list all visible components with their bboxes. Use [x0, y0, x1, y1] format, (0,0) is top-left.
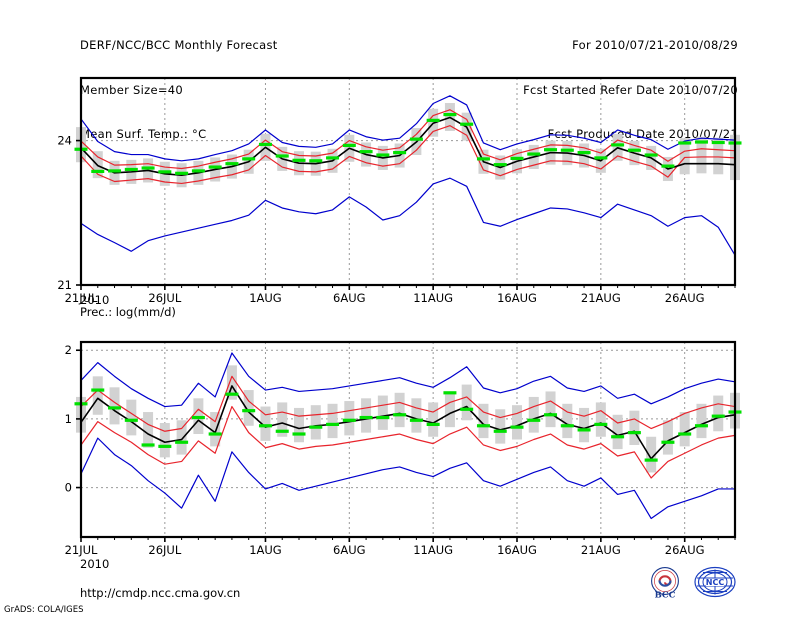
spread-bar [662, 420, 673, 455]
x-tick-label: 11AUG [413, 291, 453, 305]
spread-bar [176, 420, 187, 455]
spread-bar [327, 403, 338, 439]
spread-bar [243, 390, 254, 426]
y-tick-label: 0 [65, 481, 72, 495]
x-tick-label: 6AUG [333, 291, 366, 305]
precipitation-chart-panel: 0 1 2 21JUL 26JUL 1AUG 6AUG 11AUG 16AUG 21AUG 26AU… [0, 318, 800, 563]
spread-bar [528, 396, 539, 433]
header-left-block: DERF/NCC/BCC Monthly Forecast Member Siz… [80, 9, 278, 157]
spread-bar [595, 402, 606, 437]
x-tick-label: 26JUL [148, 543, 181, 557]
y-tick-label: 21 [57, 278, 72, 292]
x-tick-label: 16AUG [497, 543, 537, 557]
spread-bar [109, 387, 120, 425]
temp-panel-title: Mean Surf. Temp.: °C [80, 127, 207, 141]
spread-bar [646, 436, 657, 473]
series-mean [80, 385, 736, 460]
x-tick-label: 1AUG [249, 291, 282, 305]
spread-bar [512, 405, 522, 440]
spread-bar [361, 398, 372, 433]
series-quartile-lower [80, 125, 736, 185]
spread-bar [310, 405, 321, 440]
temperature-chart-panel: 21 24 21JUL 26JUL 1AUG 6AUG 11AUG 16AUG 21AUG 26A… [57, 76, 742, 305]
svg-text:BCC: BCC [655, 591, 676, 601]
spread-bar [478, 403, 489, 439]
spread-bar [411, 398, 422, 433]
header-right-block: For 2010/07/21-2010/08/29 Fcst Started R… [523, 9, 738, 157]
spread-bar [210, 412, 221, 447]
plot-frame [79, 340, 737, 539]
temp-axis-year-label: 2010 [80, 293, 110, 307]
x-tick-label: 21JUL [65, 543, 98, 557]
series-envelope-upper [80, 95, 736, 162]
spread-bar [696, 403, 707, 439]
x-tick-label: 1AUG [249, 543, 282, 557]
spread-bar [226, 365, 237, 400]
series-quartile-upper [80, 109, 736, 170]
y-tick-label: 1 [65, 412, 72, 426]
spread-bar [612, 414, 623, 450]
x-tick-label: 6AUG [333, 543, 366, 557]
bcc-logo: BCC [645, 566, 685, 601]
spread-bar [159, 423, 170, 458]
series-quartile-upper [80, 375, 736, 432]
forecast-period: For 2010/07/21-2010/08/29 [572, 38, 738, 52]
logo-group: BCC NCC [645, 566, 745, 601]
temperature-plot: 21 24 21JUL 26JUL 1AUG 6AUG 11AUG 16AUG 21AUG 26A… [57, 76, 742, 305]
precipitation-plot: 0 1 2 21JUL 26JUL 1AUG 6AUG 11AUG 16AUG 21AUG 26AU… [65, 340, 742, 557]
svg-text:NCC: NCC [706, 578, 725, 587]
spread-bar [579, 407, 590, 443]
series-quartile-lower [80, 405, 736, 479]
member-size-label: Member Size=40 [80, 82, 184, 97]
series-mean [80, 116, 736, 177]
precip-axis-year-label: 2010 [80, 557, 110, 571]
spread-bar [377, 395, 388, 430]
source-url[interactable]: http://cmdp.ncc.cma.gov.cn [80, 586, 241, 600]
series-envelope-lower [80, 437, 735, 520]
fcst-refer-date: Fcst Started Refer Date 2010/07/20 [523, 82, 738, 97]
x-tick-label: 26JUL [148, 291, 181, 305]
spread-bar [126, 399, 137, 436]
y-tick-label: 2 [65, 343, 72, 357]
x-tick-label: 21JUL [65, 291, 98, 305]
spread-bar [713, 137, 724, 175]
spread-bar [260, 406, 271, 441]
y-tick-label: 24 [57, 134, 72, 148]
spread-bar [92, 376, 103, 415]
spread-bar [461, 384, 472, 421]
spread-bar [629, 410, 640, 445]
spread-bar [294, 407, 304, 443]
series-envelope-lower [80, 177, 736, 256]
ncc-logo: NCC [693, 566, 736, 600]
x-tick-label: 21AUG [581, 291, 621, 305]
spread-bar [495, 409, 506, 444]
spread-bar [679, 138, 690, 175]
spread-bar [344, 401, 355, 436]
x-tick-label: 26AUG [665, 291, 705, 305]
spread-bar [428, 402, 439, 437]
x-tick-label: 26AUG [665, 543, 705, 557]
spread-bar [562, 403, 573, 439]
spread-bar [444, 391, 455, 428]
grads-credit: GrADS: COLA/IGES [4, 605, 84, 615]
forecast-title: DERF/NCC/BCC Monthly Forecast [80, 38, 278, 52]
x-tick-label: 11AUG [413, 543, 453, 557]
spread-bar [545, 391, 556, 428]
spread-bar [143, 412, 154, 448]
spread-bar [696, 136, 707, 174]
x-tick-label: 16AUG [497, 291, 537, 305]
spread-bar [713, 395, 724, 432]
x-tick-label: 21AUG [581, 543, 621, 557]
spread-bar [277, 402, 288, 437]
series-envelope-upper [80, 352, 736, 408]
precip-panel-title: Prec.: log(mm/d) [80, 305, 176, 319]
fcst-produced-date: Fcst Produced Date 2010/07/21 [547, 127, 738, 141]
spread-bar [679, 412, 690, 447]
plot-frame [79, 76, 737, 287]
spread-bar [394, 392, 405, 428]
